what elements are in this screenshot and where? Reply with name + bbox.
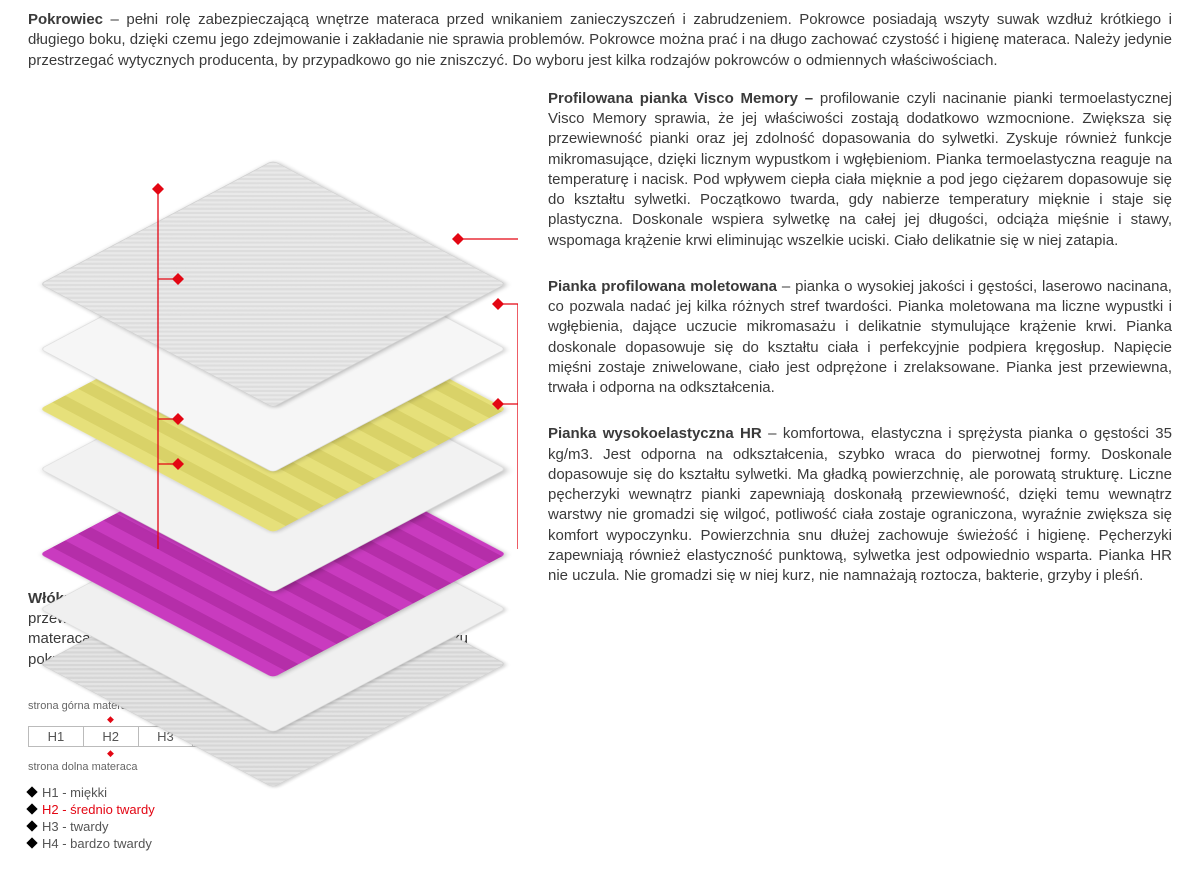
top-paragraph: Pokrowiec – pełni rolę zabezpieczającą w… xyxy=(28,10,1172,71)
legend-item-h3: H3 - twardy xyxy=(28,819,248,834)
block-hr: Pianka wysokoelastyczna HR – komfortowa,… xyxy=(548,424,1172,586)
right-column: Profilowana pianka Visco Memory – profil… xyxy=(548,89,1172,853)
top-paragraph-title: Pokrowiec xyxy=(28,11,103,28)
block-visco-title: Profilowana pianka Visco Memory – xyxy=(548,90,813,107)
diamond-icon xyxy=(26,787,37,798)
hardness-legend: H1 - miękki H2 - średnio twardy H3 - twa… xyxy=(28,785,248,851)
hardness-cell-h2: H2 xyxy=(84,727,139,746)
left-column: Włókno klimatyzujące – to surowiec zapew… xyxy=(28,89,518,853)
diamond-icon xyxy=(26,804,37,815)
main-row: Włókno klimatyzujące – to surowiec zapew… xyxy=(28,89,1172,853)
top-paragraph-text: – pełni rolę zabezpieczającą wnętrze mat… xyxy=(28,11,1172,69)
block-hr-title: Pianka wysokoelastyczna HR xyxy=(548,425,762,442)
legend-item-h4: H4 - bardzo twardy xyxy=(28,836,248,851)
block-visco-text: profilowanie czyli nacinanie pianki term… xyxy=(548,90,1172,249)
diamond-icon xyxy=(26,838,37,849)
legend-item-h2: H2 - średnio twardy xyxy=(28,802,248,817)
block-hr-text: – komfortowa, elastyczna i sprężysta pia… xyxy=(548,425,1172,584)
block-moletowana-title: Pianka profilowana moletowana xyxy=(548,278,777,295)
hardness-cell-h1: H1 xyxy=(29,727,84,746)
block-moletowana: Pianka profilowana moletowana – pianka o… xyxy=(548,277,1172,399)
block-visco: Profilowana pianka Visco Memory – profil… xyxy=(548,89,1172,251)
diamond-icon xyxy=(26,821,37,832)
hardness-label-bottom: strona dolna materaca xyxy=(28,761,248,773)
block-moletowana-text: – pianka o wysokiej jakości i gęstości, … xyxy=(548,278,1172,396)
mattress-layers-diagram xyxy=(28,89,518,549)
legend-item-h1: H1 - miękki xyxy=(28,785,248,800)
